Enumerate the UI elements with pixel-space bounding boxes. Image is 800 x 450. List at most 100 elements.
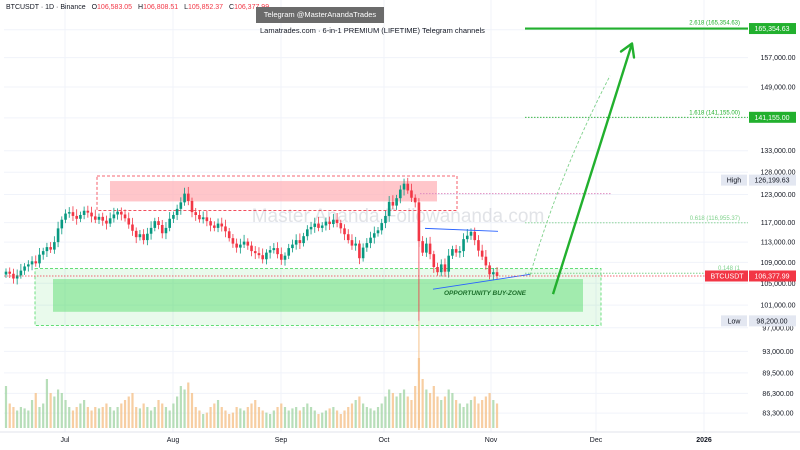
candle[interactable] — [332, 213, 335, 228]
candle[interactable] — [410, 183, 413, 202]
candle[interactable] — [15, 269, 19, 285]
candle[interactable] — [477, 235, 480, 257]
candle[interactable] — [213, 221, 216, 232]
candle[interactable] — [172, 211, 175, 223]
candle[interactable] — [298, 233, 302, 250]
candle[interactable] — [60, 216, 64, 235]
candle[interactable] — [324, 217, 328, 231]
candle[interactable] — [425, 237, 428, 257]
candle[interactable] — [116, 208, 119, 220]
candle[interactable] — [239, 238, 242, 254]
candle[interactable] — [454, 244, 458, 257]
candle[interactable] — [93, 209, 97, 224]
candle[interactable] — [134, 227, 138, 244]
candle[interactable] — [358, 240, 361, 265]
candle[interactable] — [443, 258, 447, 277]
candle[interactable] — [335, 213, 339, 228]
candle[interactable] — [406, 177, 410, 194]
candle[interactable] — [101, 212, 105, 226]
symbol-info[interactable]: BTCUSDT · 1D · Binance O106,583.05 H106,… — [6, 4, 269, 11]
candle[interactable] — [283, 252, 287, 266]
candle[interactable] — [194, 207, 198, 221]
candle[interactable] — [160, 219, 164, 239]
candle[interactable] — [343, 224, 346, 241]
candle[interactable] — [164, 222, 168, 240]
candle[interactable] — [201, 211, 205, 224]
candle[interactable] — [302, 232, 305, 247]
candle[interactable] — [376, 226, 380, 237]
candle[interactable] — [38, 247, 41, 268]
candle[interactable] — [112, 207, 116, 223]
candle[interactable] — [198, 209, 201, 223]
candle[interactable] — [220, 217, 224, 232]
candle[interactable] — [402, 178, 406, 196]
candle[interactable] — [30, 256, 34, 271]
candle[interactable] — [268, 245, 272, 259]
candle[interactable] — [142, 229, 145, 245]
candle[interactable] — [8, 267, 12, 278]
candle[interactable] — [146, 227, 149, 246]
candle[interactable] — [320, 222, 324, 233]
candle[interactable] — [179, 197, 183, 215]
candle[interactable] — [458, 246, 462, 258]
candle[interactable] — [365, 238, 369, 252]
candle[interactable] — [317, 216, 320, 232]
candle[interactable] — [64, 209, 67, 224]
candle[interactable] — [235, 238, 238, 253]
candle[interactable] — [242, 234, 246, 248]
candle[interactable] — [328, 216, 331, 230]
candle[interactable] — [27, 260, 30, 272]
candle[interactable] — [492, 268, 495, 281]
candle[interactable] — [391, 195, 395, 209]
candle[interactable] — [465, 229, 469, 243]
candle[interactable] — [75, 209, 78, 225]
candle[interactable] — [484, 250, 488, 270]
candle[interactable] — [361, 243, 365, 262]
candle[interactable] — [346, 229, 350, 244]
candle[interactable] — [4, 268, 8, 278]
candle[interactable] — [41, 247, 45, 260]
candle[interactable] — [313, 217, 317, 233]
candle[interactable] — [253, 246, 257, 260]
candle[interactable] — [428, 236, 432, 260]
candle[interactable] — [153, 217, 157, 232]
candle[interactable] — [350, 234, 354, 250]
candle[interactable] — [209, 217, 212, 232]
candle[interactable] — [231, 233, 235, 248]
candle[interactable] — [354, 236, 357, 251]
candle[interactable] — [488, 262, 491, 280]
candle[interactable] — [67, 207, 71, 218]
candle[interactable] — [79, 211, 82, 223]
telegram-banner[interactable]: Telegram @MasterAnandaTrades — [256, 7, 384, 23]
candle[interactable] — [432, 250, 436, 273]
candle[interactable] — [127, 212, 131, 229]
time-axis[interactable]: Jul Aug Sep Oct Nov Dec 2026 — [0, 431, 800, 444]
candle[interactable] — [395, 194, 398, 210]
candle[interactable] — [369, 231, 372, 249]
candle[interactable] — [447, 248, 450, 278]
candle[interactable] — [339, 219, 343, 234]
candle[interactable] — [97, 213, 101, 224]
candle[interactable] — [71, 206, 75, 221]
candle[interactable] — [56, 221, 60, 248]
candle[interactable] — [123, 209, 127, 222]
candle[interactable] — [216, 218, 220, 233]
candle[interactable] — [387, 196, 391, 222]
candle[interactable] — [149, 221, 153, 240]
candle[interactable] — [90, 206, 93, 223]
candle[interactable] — [306, 225, 309, 241]
candle[interactable] — [380, 218, 384, 235]
candle[interactable] — [294, 234, 298, 250]
candle[interactable] — [439, 259, 443, 277]
price-axis[interactable]: 83,300.00 86,300.00 89,500.00 93,000.00 97,0… — [705, 23, 796, 418]
candle[interactable] — [480, 244, 484, 261]
candle[interactable] — [436, 262, 439, 276]
candle[interactable] — [53, 236, 56, 254]
candle[interactable] — [227, 227, 231, 242]
candle[interactable] — [224, 219, 227, 238]
candle[interactable] — [82, 206, 86, 220]
candle[interactable] — [261, 248, 264, 264]
candle[interactable] — [34, 255, 38, 267]
candle[interactable] — [49, 242, 52, 253]
candle[interactable] — [265, 249, 268, 265]
